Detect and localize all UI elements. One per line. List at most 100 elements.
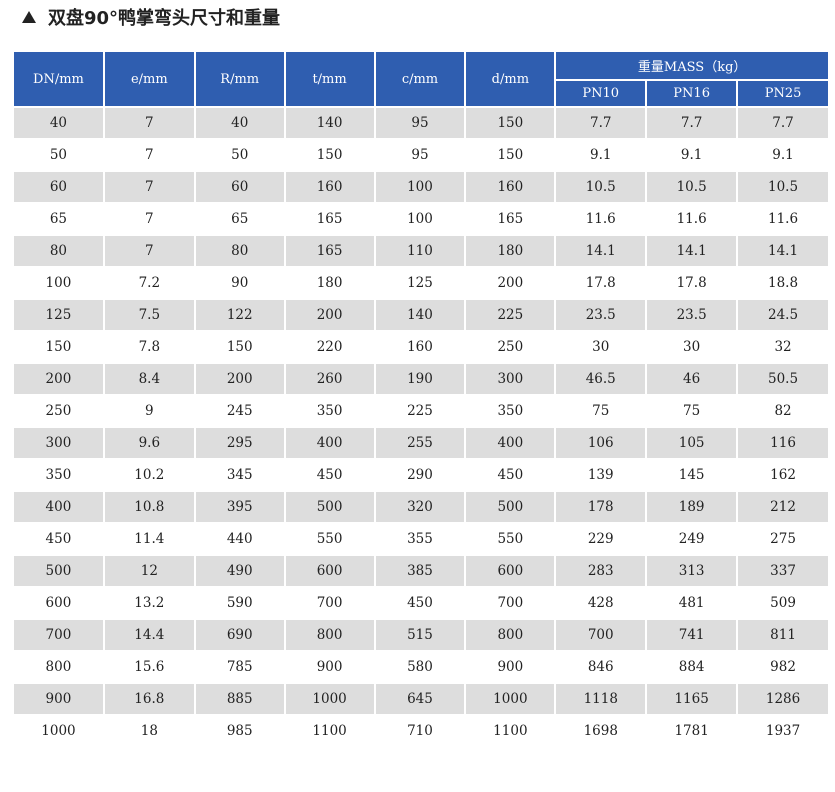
cell-t: 150 [283, 138, 376, 172]
cell-pn25: 18.8 [736, 266, 830, 300]
cell-pn10: 9.1 [554, 138, 648, 172]
cell-t: 900 [283, 650, 376, 684]
cell-dn: 450 [12, 522, 105, 556]
cell-pn10: 11.6 [554, 202, 648, 236]
cell-e: 18 [102, 714, 196, 748]
cell-dn: 800 [12, 650, 105, 684]
cell-e: 7 [102, 138, 196, 172]
cell-c: 385 [373, 554, 467, 588]
cell-c: 160 [373, 330, 467, 364]
cell-c: 95 [373, 138, 467, 172]
cell-pn25: 10.5 [736, 170, 830, 204]
cell-r: 490 [193, 554, 286, 588]
cell-c: 225 [373, 394, 467, 428]
cell-pn25: 24.5 [736, 298, 830, 332]
cell-c: 450 [373, 586, 467, 620]
cell-pn25: 1937 [736, 714, 830, 748]
cell-d: 150 [464, 106, 557, 140]
cell-t: 165 [283, 234, 376, 268]
table-row: 1000 18 985 1100 710 1100 1698 1781 1937 [12, 714, 830, 748]
cell-d: 180 [464, 234, 557, 268]
cell-d: 1100 [464, 714, 557, 748]
cell-c: 320 [373, 490, 467, 524]
cell-dn: 500 [12, 554, 105, 588]
cell-r: 985 [193, 714, 286, 748]
cell-pn25: 212 [736, 490, 830, 524]
cell-t: 260 [283, 362, 376, 396]
cell-r: 80 [193, 234, 286, 268]
cell-pn25: 32 [736, 330, 830, 364]
cell-r: 395 [193, 490, 286, 524]
cell-pn25: 116 [736, 426, 830, 460]
cell-t: 350 [283, 394, 376, 428]
cell-pn10: 1118 [554, 682, 648, 716]
cell-dn: 80 [12, 234, 105, 268]
cell-dn: 300 [12, 426, 105, 460]
cell-pn10: 106 [554, 426, 648, 460]
cell-pn25: 275 [736, 522, 830, 556]
cell-r: 60 [193, 170, 286, 204]
cell-dn: 150 [12, 330, 105, 364]
cell-e: 15.6 [102, 650, 196, 684]
cell-c: 290 [373, 458, 467, 492]
cell-c: 100 [373, 202, 467, 236]
cell-e: 11.4 [102, 522, 196, 556]
cell-t: 400 [283, 426, 376, 460]
cell-pn10: 30 [554, 330, 648, 364]
cell-t: 140 [283, 106, 376, 140]
cell-pn16: 46 [645, 362, 739, 396]
cell-e: 10.8 [102, 490, 196, 524]
table-row: 600 13.2 590 700 450 700 428 481 509 [12, 586, 830, 620]
cell-d: 160 [464, 170, 557, 204]
cell-dn: 40 [12, 106, 105, 140]
cell-e: 7 [102, 106, 196, 140]
cell-pn25: 982 [736, 650, 830, 684]
cell-t: 600 [283, 554, 376, 588]
column-header-d: d/mm [464, 50, 557, 108]
cell-pn16: 17.8 [645, 266, 739, 300]
cell-pn16: 884 [645, 650, 739, 684]
cell-pn10: 178 [554, 490, 648, 524]
table-row: 350 10.2 345 450 290 450 139 145 162 [12, 458, 830, 492]
cell-dn: 350 [12, 458, 105, 492]
cell-pn10: 7.7 [554, 106, 648, 140]
cell-pn16: 741 [645, 618, 739, 652]
cell-d: 450 [464, 458, 557, 492]
cell-c: 515 [373, 618, 467, 652]
cell-d: 600 [464, 554, 557, 588]
cell-d: 350 [464, 394, 557, 428]
dimensions-weight-table: DN/mm e/mm R/mm t/mm c/mm d/mm 重量MASS（kg… [12, 50, 830, 748]
cell-t: 165 [283, 202, 376, 236]
cell-e: 7 [102, 234, 196, 268]
cell-e: 12 [102, 554, 196, 588]
page-title-bar: 双盘90°鸭掌弯头尺寸和重量 [22, 4, 280, 30]
cell-pn16: 189 [645, 490, 739, 524]
cell-dn: 100 [12, 266, 105, 300]
cell-pn25: 82 [736, 394, 830, 428]
cell-pn10: 1698 [554, 714, 648, 748]
cell-pn16: 14.1 [645, 234, 739, 268]
cell-pn16: 30 [645, 330, 739, 364]
cell-t: 1000 [283, 682, 376, 716]
cell-dn: 250 [12, 394, 105, 428]
cell-pn16: 481 [645, 586, 739, 620]
cell-dn: 60 [12, 170, 105, 204]
cell-pn10: 75 [554, 394, 648, 428]
cell-r: 345 [193, 458, 286, 492]
table-row: 125 7.5 122 200 140 225 23.5 23.5 24.5 [12, 298, 830, 332]
cell-pn25: 7.7 [736, 106, 830, 140]
cell-pn25: 9.1 [736, 138, 830, 172]
cell-t: 180 [283, 266, 376, 300]
page-title: 双盘90°鸭掌弯头尺寸和重量 [48, 8, 281, 29]
cell-d: 400 [464, 426, 557, 460]
cell-r: 90 [193, 266, 286, 300]
cell-t: 220 [283, 330, 376, 364]
cell-r: 200 [193, 362, 286, 396]
cell-c: 95 [373, 106, 467, 140]
cell-pn25: 14.1 [736, 234, 830, 268]
table-row: 500 12 490 600 385 600 283 313 337 [12, 554, 830, 588]
cell-t: 500 [283, 490, 376, 524]
cell-pn10: 283 [554, 554, 648, 588]
column-header-pn16: PN16 [645, 79, 739, 108]
cell-r: 885 [193, 682, 286, 716]
